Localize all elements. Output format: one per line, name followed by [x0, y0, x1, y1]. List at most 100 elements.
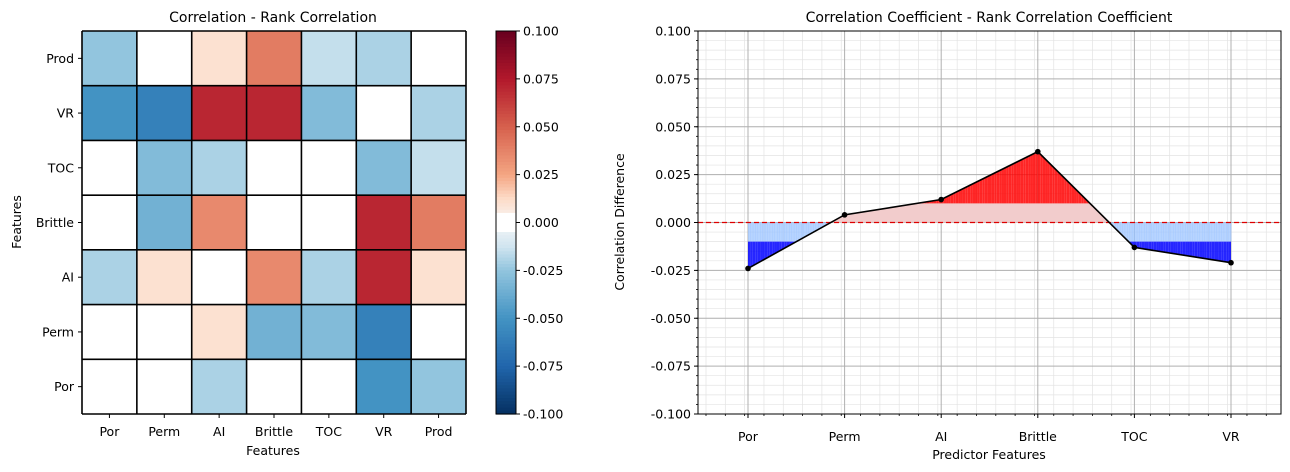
heatmap-cells — [82, 31, 466, 414]
positive-band — [924, 203, 928, 223]
positive-band — [856, 212, 860, 223]
heatmap-y-tick-label: VR — [57, 106, 75, 121]
positive-band — [946, 203, 949, 223]
positive-band — [907, 204, 911, 223]
negative-band — [1136, 222, 1140, 242]
positive-band — [977, 203, 981, 223]
heatmap-y-tick-label: TOC — [47, 160, 74, 175]
colorbar-segment — [496, 337, 516, 342]
positive-band — [1013, 203, 1017, 223]
colorbar-segment — [496, 152, 516, 157]
positive-band — [897, 206, 901, 223]
positive-band — [885, 208, 889, 223]
negative-band — [825, 222, 829, 225]
positive-band — [902, 205, 906, 223]
heatmap-cell — [301, 195, 357, 250]
negative-fill — [1194, 241, 1198, 258]
positive-band — [1018, 203, 1022, 223]
negative-fill — [762, 241, 765, 261]
colorbar-segment — [496, 31, 516, 35]
heatmap-cell — [136, 304, 192, 360]
positive-band — [975, 203, 978, 223]
positive-fill — [1040, 154, 1043, 204]
negative-fill — [1168, 241, 1171, 254]
negative-fill — [1204, 241, 1207, 259]
negative-band — [1127, 222, 1130, 242]
negative-band — [755, 222, 759, 242]
negative-fill — [774, 241, 777, 254]
colorbar-segment — [496, 69, 516, 74]
heatmap-cell — [191, 304, 247, 360]
colorbar-segment — [496, 209, 516, 214]
negative-band — [750, 222, 754, 242]
positive-band — [972, 203, 976, 223]
colorbar-segment — [496, 145, 516, 150]
negative-fill — [1197, 241, 1200, 258]
heatmap-x-tick-label: AI — [213, 424, 225, 439]
positive-band — [1059, 203, 1063, 223]
colorbar-segment — [496, 385, 516, 390]
colorbar-segment — [496, 331, 516, 335]
positive-fill — [991, 173, 995, 204]
colorbar-segment — [496, 126, 516, 131]
positive-band — [1040, 203, 1044, 223]
negative-band — [1175, 222, 1179, 242]
line-chart-fills — [748, 151, 1232, 269]
negative-band — [803, 222, 807, 237]
colorbar-segment — [496, 59, 516, 64]
heatmap-cell — [356, 31, 412, 86]
heatmap-cell — [301, 249, 357, 305]
negative-fill — [1151, 241, 1154, 251]
negative-band — [1192, 222, 1196, 242]
negative-fill — [1189, 241, 1193, 257]
positive-band — [875, 209, 879, 223]
negative-band — [764, 222, 768, 242]
colorbar-segment — [496, 350, 516, 354]
colorbar-segment — [496, 295, 516, 300]
positive-fill — [996, 170, 1000, 204]
positive-fill — [1052, 166, 1055, 204]
colorbar-segment — [496, 334, 516, 338]
positive-band — [1003, 203, 1007, 223]
negative-fill — [1226, 241, 1229, 263]
heatmap-y-tick-label: Perm — [42, 324, 74, 339]
negative-fill — [776, 241, 780, 253]
positive-band — [1069, 203, 1073, 223]
positive-fill — [1061, 175, 1065, 204]
colorbar-segment — [496, 228, 516, 233]
positive-band — [883, 208, 887, 223]
colorbar-segment — [496, 200, 516, 204]
negative-fill — [1165, 241, 1169, 253]
colorbar-segment — [496, 235, 516, 240]
positive-band — [936, 203, 940, 223]
negative-band — [1216, 222, 1220, 242]
heatmap-x-label: Features — [246, 443, 300, 458]
negative-fill — [760, 241, 763, 262]
colorbar-segment — [496, 263, 516, 268]
negative-band — [760, 222, 763, 242]
positive-band — [837, 218, 841, 223]
positive-band — [1006, 203, 1010, 223]
positive-band — [1047, 203, 1051, 223]
heatmap-y-tick-label: Por — [54, 379, 75, 394]
colorbar-segment — [496, 270, 516, 275]
positive-band — [851, 213, 855, 223]
colorbar-tick-label: 0.100 — [523, 24, 559, 39]
colorbar-segment — [496, 343, 516, 348]
series-point — [938, 196, 944, 203]
heatmap-cell — [246, 195, 302, 250]
negative-band — [1202, 222, 1205, 242]
heatmap-cell — [82, 85, 137, 141]
x-tick-label: Perm — [829, 429, 861, 444]
y-tick-label: 0.050 — [655, 119, 691, 134]
colorbar-segment — [496, 91, 516, 96]
colorbar-segment — [496, 241, 516, 246]
heatmap-cell — [411, 249, 466, 305]
negative-band — [1209, 222, 1213, 242]
heatmap-y-label: Features — [9, 195, 24, 249]
heatmap-cell — [411, 195, 466, 250]
positive-fill — [958, 189, 961, 204]
negative-band — [1211, 222, 1215, 242]
negative-band — [1158, 222, 1162, 242]
positive-fill — [1057, 170, 1060, 204]
